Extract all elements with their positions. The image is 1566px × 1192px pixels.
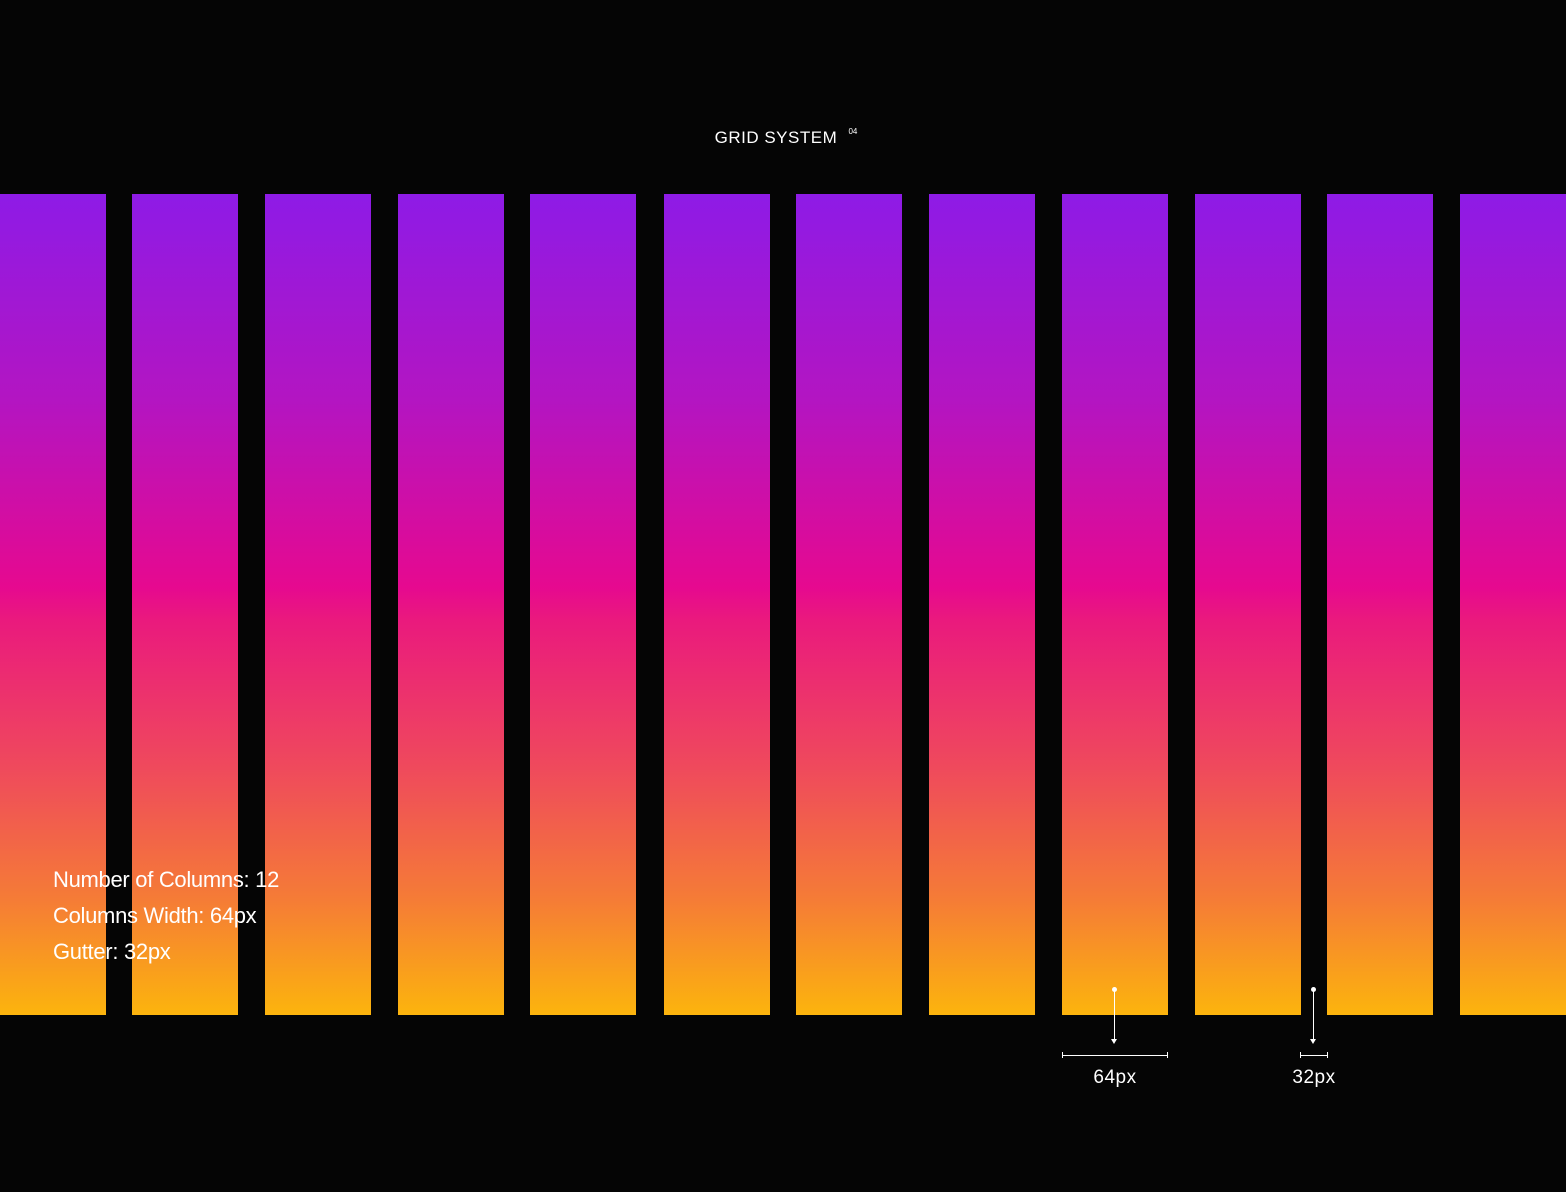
page-title: GRID SYSTEM 04 (0, 127, 1566, 148)
bracket-tick (1167, 1052, 1168, 1058)
title-text: GRID SYSTEM (714, 128, 838, 147)
marker-line (1313, 990, 1314, 1040)
bracket-tick (1300, 1052, 1301, 1058)
columns-count-text: Number of Columns: 12 (53, 867, 280, 892)
gutter-bracket (1300, 1055, 1328, 1056)
bracket-tick (1062, 1052, 1063, 1058)
column-width-label: 64px (1093, 1067, 1137, 1088)
grid-column (929, 194, 1035, 1015)
bracket-tick (1327, 1052, 1328, 1058)
grid-column (1460, 194, 1566, 1015)
width-bracket (1062, 1055, 1168, 1056)
marker-dot (1112, 987, 1117, 992)
arrow-down-icon (1111, 1039, 1117, 1044)
column-grid (0, 194, 1566, 1015)
gutter-label: 32px (1292, 1067, 1336, 1088)
grid-column (530, 194, 636, 1015)
grid-column (796, 194, 902, 1015)
columns-width-text: Columns Width: 64px (53, 903, 257, 928)
grid-column (1327, 194, 1433, 1015)
grid-column (265, 194, 371, 1015)
marker-line (1114, 990, 1115, 1040)
grid-column (1195, 194, 1301, 1015)
marker-dot (1311, 987, 1316, 992)
arrow-down-icon (1310, 1039, 1316, 1044)
grid-column (0, 194, 106, 1015)
grid-column (132, 194, 238, 1015)
grid-column (1062, 194, 1168, 1015)
title-superscript: 04 (848, 127, 858, 136)
grid-info: Number of Columns: 12 Columns Width: 64p… (53, 862, 279, 970)
grid-column (664, 194, 770, 1015)
grid-column (398, 194, 504, 1015)
gutter-text: Gutter: 32px (53, 939, 171, 964)
